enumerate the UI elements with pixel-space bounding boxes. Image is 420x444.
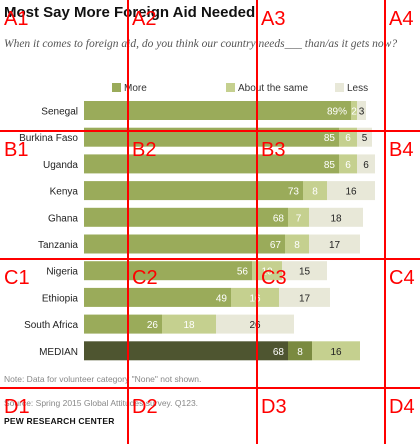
bar-segment [288, 341, 312, 361]
value-label: 49 [216, 293, 228, 304]
value-label: 8 [297, 347, 303, 358]
bar-segment [309, 207, 363, 227]
value-label: 2 [351, 107, 357, 118]
chart-note: Note: Data for volunteer category "None"… [4, 374, 202, 384]
category-label: Nigeria [46, 267, 78, 278]
legend-label: More [124, 83, 147, 94]
bar-segment [231, 287, 279, 307]
bar-segment [312, 341, 360, 361]
legend-label: About the same [238, 83, 308, 94]
bar-segment [216, 314, 294, 334]
bar-segment [285, 234, 309, 254]
value-label: 15 [299, 267, 311, 278]
brand-label: PEW RESEARCH CENTER [4, 416, 115, 426]
value-label: 6 [345, 133, 351, 144]
grid-cell-label: C4 [389, 267, 415, 289]
legend-swatch [112, 83, 121, 92]
grid-cell-label: D3 [261, 396, 287, 418]
category-label: MEDIAN [39, 347, 78, 358]
value-label: 17 [299, 293, 311, 304]
value-label: 18 [330, 213, 342, 224]
grid-cell-label: B3 [261, 139, 285, 161]
bar-segment [84, 287, 231, 307]
category-label: Uganda [43, 160, 78, 171]
bar-segment [357, 154, 375, 174]
category-label: Kenya [50, 187, 79, 198]
value-label: 26 [249, 320, 261, 331]
legend-swatch [226, 83, 235, 92]
bar-segment [162, 314, 216, 334]
grid-cell-label: A3 [261, 8, 285, 30]
grid-cell-label: A1 [4, 8, 28, 30]
bar-segment [357, 101, 366, 120]
bar-segment [84, 341, 288, 361]
category-label: Senegal [41, 107, 78, 118]
value-label: 7 [296, 213, 302, 224]
bar-segment [327, 181, 375, 201]
value-label: 8 [294, 240, 300, 251]
value-label: 89% [327, 107, 347, 118]
grid-cell-label: B4 [389, 139, 413, 161]
bar-segment [84, 154, 339, 174]
bar-segment [84, 314, 162, 334]
grid-cell-label: C3 [261, 267, 287, 289]
value-label: 85 [324, 133, 336, 144]
value-label: 8 [312, 187, 318, 198]
value-label: 16 [345, 187, 357, 198]
bar-segment [84, 181, 303, 201]
value-label: 26 [147, 320, 159, 331]
bar-segment [84, 261, 252, 281]
legend-swatch [335, 83, 344, 92]
grid-cell-label: D2 [132, 396, 158, 418]
value-label: 18 [183, 320, 195, 331]
category-label: Ethiopia [42, 293, 79, 304]
grid-cell-label: A4 [389, 8, 413, 30]
value-label: 16 [330, 347, 342, 358]
value-label: 6 [345, 160, 351, 171]
legend-label: Less [347, 83, 368, 94]
bar-segment [309, 234, 360, 254]
chart-source: Source: Spring 2015 Global Attitudes sur… [4, 398, 199, 408]
chart-title: Most Say More Foreign Aid Needed [4, 4, 256, 21]
category-label: Ghana [48, 213, 78, 224]
bar-segment [279, 287, 330, 307]
bar-segment [252, 261, 282, 281]
grid-cell-label: B1 [4, 139, 28, 161]
grid-cell-label: A2 [132, 8, 156, 30]
category-label: Tanzania [38, 240, 78, 251]
bar-segment [84, 127, 339, 147]
value-label: 6 [363, 160, 369, 171]
value-label: 17 [329, 240, 341, 251]
value-label: 67 [270, 240, 282, 251]
value-label: 16 [249, 293, 261, 304]
bar-segment [288, 207, 309, 227]
bar-segment [84, 101, 351, 120]
bar-segment [357, 127, 372, 147]
value-label: 73 [288, 187, 300, 198]
grid-cell-label: D1 [4, 396, 30, 418]
value-label: 68 [273, 213, 285, 224]
bar-segment [351, 101, 357, 120]
value-label: 3 [359, 107, 365, 118]
value-label: 68 [273, 347, 285, 358]
bar-segment [339, 127, 357, 147]
category-label: South Africa [24, 320, 78, 331]
bar-segment [303, 181, 327, 201]
bar-segment [282, 261, 327, 281]
bar-segment [84, 207, 288, 227]
grid-cell-label: D4 [389, 396, 415, 418]
bar-segment [339, 154, 357, 174]
value-label: 10 [261, 267, 273, 278]
value-label: 85 [324, 160, 336, 171]
grid-cell-label: C1 [4, 267, 30, 289]
bar-segment [84, 234, 285, 254]
category-label: Burkina Faso [19, 133, 78, 144]
chart-subtitle: When it comes to foreign aid, do you thi… [4, 38, 398, 50]
value-label: 56 [237, 267, 249, 278]
grid-cell-label: B2 [132, 139, 156, 161]
grid-cell-label: C2 [132, 267, 158, 289]
value-label: 5 [362, 133, 368, 144]
